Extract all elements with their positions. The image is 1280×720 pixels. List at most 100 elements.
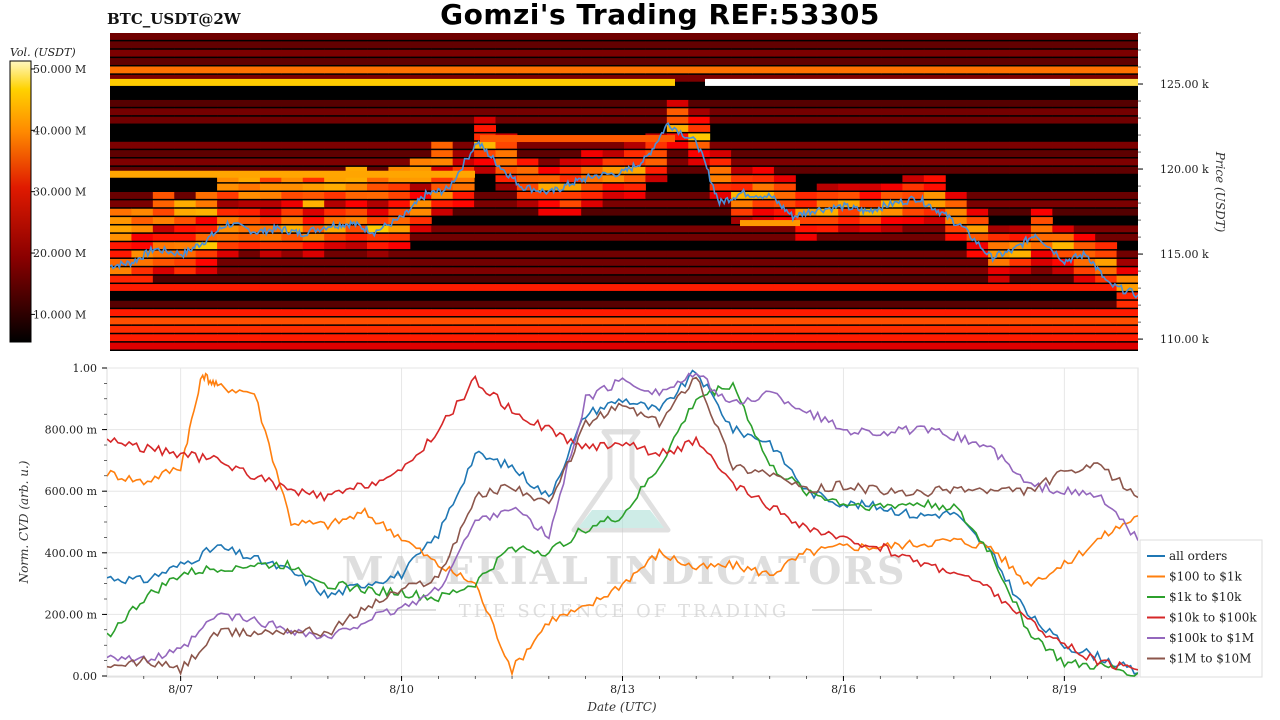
- heatmap-cell: [559, 250, 582, 258]
- heatmap-cell: [452, 183, 475, 191]
- heatmap-cell: [238, 116, 261, 124]
- heatmap-cell: [409, 41, 432, 49]
- heatmap-cell: [816, 192, 839, 199]
- heatmap-cell: [388, 342, 411, 350]
- heatmap-cell: [388, 33, 411, 40]
- heatmap-cell: [1095, 33, 1118, 40]
- heatmap-cell: [195, 49, 218, 57]
- heatmap-cell: [302, 116, 325, 124]
- heatmap-cell: [238, 192, 261, 199]
- heatmap-cell: [495, 74, 518, 82]
- cvd-y-tick-label: 200.00 m: [45, 608, 98, 621]
- heatmap-cell: [345, 74, 368, 82]
- heatmap-cell: [388, 267, 411, 275]
- heatmap-cell: [1052, 74, 1075, 82]
- heatmap-cell: [195, 200, 218, 208]
- heatmap-cell: [152, 309, 175, 317]
- heatmap-cell: [388, 325, 411, 333]
- heatmap-cell: [259, 99, 282, 107]
- heatmap-cell: [110, 242, 132, 250]
- heatmap-cell: [945, 141, 968, 149]
- heatmap-cell: [624, 208, 646, 216]
- heatmap-cell: [388, 99, 411, 107]
- heatmap-cell: [1009, 41, 1032, 49]
- heatmap-cell: [1095, 108, 1118, 116]
- heatmap-cell: [1030, 258, 1053, 266]
- legend-label: $100k to $1M: [1169, 631, 1254, 645]
- heatmap-cell: [988, 150, 1010, 158]
- heatmap-cell: [581, 208, 604, 216]
- heatmap-cell: [1116, 141, 1138, 149]
- heatmap-cell: [538, 41, 561, 49]
- heatmap-cell: [795, 99, 818, 107]
- heatmap-cell: [324, 309, 347, 317]
- heatmap-cell: [516, 150, 539, 158]
- heatmap-cell: [217, 342, 239, 350]
- heatmap-cell: [152, 258, 175, 266]
- heatmap-cell: [1030, 334, 1053, 342]
- heatmap-cell: [1030, 242, 1053, 250]
- heatmap-cell: [452, 141, 475, 149]
- heatmap-cell: [345, 141, 368, 149]
- heatmap-cell: [409, 74, 432, 82]
- heatmap-cell: [881, 225, 903, 233]
- heatmap-cell: [816, 141, 839, 149]
- heatmap-cell: [645, 284, 668, 291]
- heatmap-cell: [110, 108, 132, 116]
- heatmap-cell: [731, 342, 753, 350]
- heatmap-cell: [816, 74, 839, 82]
- heatmap-cell: [1095, 309, 1118, 317]
- heatmap-cell: [752, 275, 775, 283]
- heatmap-cell: [709, 225, 732, 233]
- heatmap-cell: [838, 334, 861, 342]
- heatmap-cell: [452, 116, 475, 124]
- heatmap-cell: [431, 225, 454, 233]
- heatmap-cell: [131, 334, 154, 342]
- heatmap-cell: [516, 267, 539, 275]
- heatmap-cell: [902, 217, 925, 224]
- heatmap-cell: [709, 49, 732, 57]
- heatmap-cell: [1009, 309, 1032, 317]
- heatmap-cell: [666, 66, 689, 74]
- heatmap-cell: [559, 284, 582, 291]
- heatmap-cell: [559, 99, 582, 107]
- heatmap-cell: [709, 342, 732, 350]
- heatmap-cell: [966, 225, 989, 233]
- heatmap-cell: [666, 250, 689, 258]
- heatmap-cell: [816, 99, 839, 107]
- heatmap-cell: [1052, 233, 1075, 241]
- colorbar-tick-label: 10.000 M: [33, 308, 86, 321]
- heatmap-cell: [409, 267, 432, 275]
- heatmap-cell: [624, 116, 646, 124]
- legend-label: $1M to $10M: [1169, 652, 1251, 666]
- heatmap-cell: [838, 275, 861, 283]
- heatmap-cell: [945, 200, 968, 208]
- heatmap-cell: [495, 225, 518, 233]
- heatmap-cell: [881, 183, 903, 191]
- heatmap-cell: [602, 284, 625, 291]
- heatmap-cell: [859, 233, 882, 241]
- heatmap-cell: [259, 284, 282, 291]
- heatmap-cell: [1009, 225, 1032, 233]
- heatmap-cell: [324, 275, 347, 283]
- heatmap-cell: [966, 284, 989, 291]
- heatmap-cell: [538, 175, 561, 183]
- heatmap-cell: [431, 208, 454, 216]
- heatmap-cell: [816, 225, 839, 233]
- heatmap-cell: [110, 309, 132, 317]
- heatmap-cell: [559, 175, 582, 183]
- heatmap-cell: [859, 250, 882, 258]
- heatmap-cell: [688, 200, 711, 208]
- heatmap-cell: [1009, 108, 1032, 116]
- heatmap-cell: [409, 258, 432, 266]
- heatmap-cell: [709, 192, 732, 199]
- heatmap-cell: [945, 225, 968, 233]
- heatmap-cell: [773, 317, 796, 325]
- heatmap-cell: [495, 258, 518, 266]
- heatmap-cell: [110, 166, 132, 174]
- heatmap-cell: [388, 284, 411, 291]
- heatmap-cell: [752, 108, 775, 116]
- price-tick-label: 110.00 k: [1160, 333, 1209, 346]
- heatmap-cell: [131, 108, 154, 116]
- heatmap-cell: [859, 74, 882, 82]
